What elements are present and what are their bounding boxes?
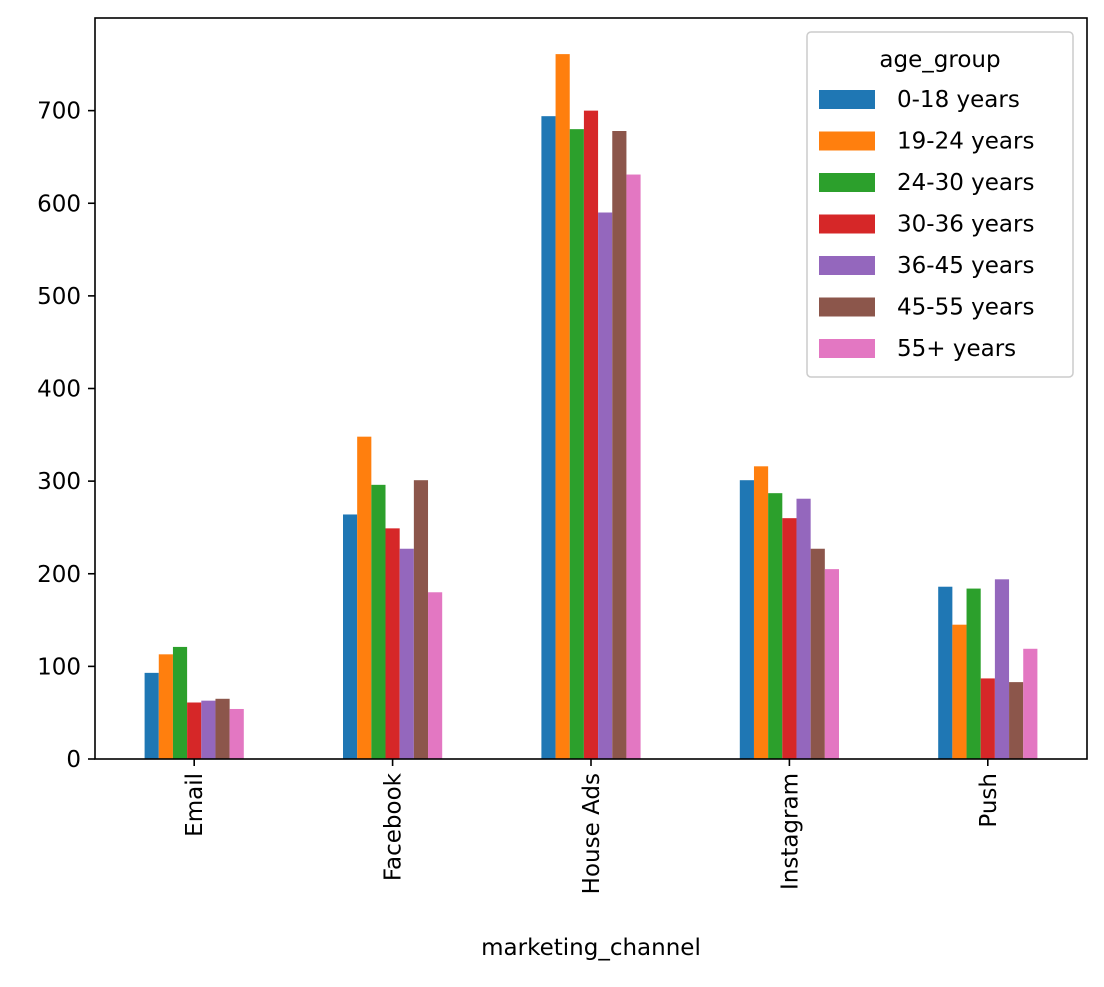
legend-label-19-24-years: 19-24 years (897, 129, 1034, 155)
y-tick-label: 600 (37, 191, 81, 217)
bar-facebook-0-18-years (343, 514, 358, 759)
x-axis: Email Facebook House Ads Instagram Push (182, 759, 1002, 894)
bars-group (144, 54, 1038, 760)
bar-facebook-55-years (428, 592, 443, 759)
legend-swatch-24-30-years (819, 173, 875, 192)
bar-instagram-36-45-years (796, 498, 811, 759)
bar-push-55-years (1023, 648, 1038, 759)
legend-swatch-19-24-years (819, 131, 875, 151)
y-tick-label: 100 (37, 654, 81, 680)
bar-facebook-45-55-years (413, 480, 429, 759)
y-tick-label: 300 (37, 469, 81, 495)
x-tick-label-email: Email (182, 773, 208, 837)
bar-push-30-36-years (980, 678, 995, 759)
bar-email-24-30-years (172, 646, 188, 759)
bar-instagram-45-55-years (810, 548, 825, 759)
x-tick-label-push: Push (976, 773, 1002, 828)
bar-email-30-36-years (187, 702, 202, 759)
bar-house-ads-19-24-years (555, 54, 570, 760)
y-axis: 0 100 200 300 400 500 600 700 (37, 99, 95, 773)
legend-swatch-36-45-years (819, 256, 875, 275)
bar-facebook-24-30-years (371, 484, 386, 759)
bar-instagram-24-30-years (768, 493, 783, 759)
x-tick-label-house-ads: House Ads (579, 773, 605, 894)
legend-label-55-years: 55+ years (897, 336, 1016, 362)
bar-push-24-30-years (966, 588, 981, 759)
bar-push-45-55-years (1009, 682, 1024, 759)
legend-swatch-0-18-years (819, 90, 875, 109)
bar-facebook-30-36-years (385, 528, 400, 759)
bar-house-ads-30-36-years (583, 110, 599, 760)
legend-label-30-36-years: 30-36 years (897, 212, 1034, 238)
y-tick-label: 0 (66, 747, 81, 773)
bar-email-45-55-years (215, 698, 230, 759)
bar-instagram-19-24-years (753, 466, 769, 759)
bar-instagram-55-years (824, 569, 839, 759)
bar-email-0-18-years (144, 672, 159, 759)
legend-label-0-18-years: 0-18 years (897, 87, 1020, 113)
bar-house-ads-45-55-years (612, 131, 627, 759)
bar-push-19-24-years (952, 624, 967, 759)
bar-instagram-30-36-years (782, 518, 797, 759)
legend-swatch-30-36-years (819, 214, 875, 234)
bar-email-55-years (229, 708, 244, 759)
x-axis-title: marketing_channel (481, 935, 701, 961)
bar-email-36-45-years (201, 700, 216, 759)
bar-house-ads-0-18-years (541, 116, 556, 760)
legend-label-45-55-years: 45-55 years (897, 295, 1034, 321)
y-tick-label: 700 (37, 99, 81, 125)
bar-email-19-24-years (158, 654, 173, 759)
bar-push-0-18-years (938, 586, 953, 759)
legend: age_group 0-18 years 19-24 years 24-30 yea… (806, 31, 1074, 378)
y-tick-label: 400 (37, 377, 81, 403)
plot-frame (94, 17, 1088, 760)
legend-frame (806, 31, 1074, 378)
bar-house-ads-55-years (626, 174, 641, 760)
bar-instagram-0-18-years (739, 480, 754, 759)
legend-label-24-30-years: 24-30 years (897, 170, 1034, 196)
bar-push-36-45-years (994, 579, 1010, 759)
bar-house-ads-36-45-years (598, 212, 613, 759)
legend-title: age_group (879, 47, 1000, 73)
bar-facebook-36-45-years (399, 548, 414, 759)
y-tick-label: 200 (37, 562, 81, 588)
legend-label-36-45-years: 36-45 years (897, 253, 1034, 279)
bar-house-ads-24-30-years (569, 129, 584, 759)
bar-facebook-19-24-years (357, 436, 372, 759)
legend-swatch-55-years (819, 339, 875, 358)
legend-items: 0-18 years 19-24 years 24-30 years 30-36 ye… (819, 87, 1034, 362)
x-tick-label-instagram: Instagram (777, 773, 803, 890)
y-tick-label: 500 (37, 284, 81, 310)
x-tick-label-facebook: Facebook (381, 772, 407, 881)
legend-swatch-45-55-years (819, 297, 875, 317)
